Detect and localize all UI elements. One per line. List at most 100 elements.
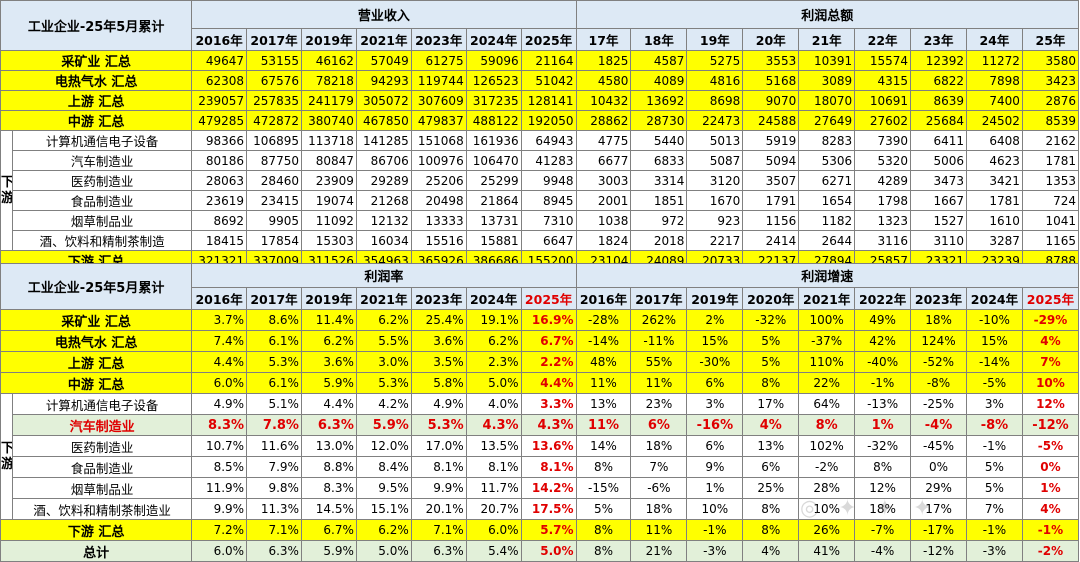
data-cell: 5.3% [410, 414, 467, 436]
data-cell: 9070 [742, 90, 800, 111]
data-cell: 1667 [910, 190, 967, 211]
data-cell: 12.0% [355, 435, 412, 457]
data-cell: 4816 [686, 70, 744, 91]
data-cell: 0% [910, 456, 967, 478]
data-cell: 26% [798, 519, 856, 541]
table-row: 食品制造业 8.5% 7.9% 8.8% 8.4% 8.1% 8.1% 8.1% 8% 7% 9% 6… [1, 456, 1080, 478]
row-label: 上游 汇总 [0, 351, 193, 373]
data-cell: 3% [965, 393, 1023, 415]
data-cell: 6.3% [246, 540, 302, 562]
data-cell: 113718 [300, 130, 357, 151]
data-cell: 23909 [300, 170, 357, 191]
data-cell: 8.1% [410, 456, 467, 478]
data-cell: 8% [742, 498, 800, 520]
data-cell: 11% [575, 372, 632, 394]
data-cell: 46162 [300, 50, 357, 71]
data-cell: 6.3% [410, 540, 467, 562]
data-cell: 1781 [965, 190, 1023, 211]
data-cell: 18% [630, 435, 688, 457]
data-cell: 2% [686, 309, 744, 331]
data-cell: 4289 [854, 170, 912, 191]
data-cell: 3.6% [300, 351, 357, 373]
data-cell: 488122 [465, 110, 522, 131]
data-cell: 17.5% [520, 498, 577, 520]
data-cell: 7.1% [246, 519, 302, 541]
data-cell: 12132 [355, 210, 412, 231]
data-cell: 9.8% [246, 477, 302, 499]
data-cell: 5.0% [520, 540, 577, 562]
row-label: 烟草制品业 [12, 210, 193, 231]
data-cell: 13% [575, 393, 632, 415]
data-cell: 23415 [246, 190, 302, 211]
row-label: 上游 汇总 [0, 90, 193, 111]
data-cell: 3116 [854, 230, 912, 251]
data-cell: 8698 [686, 90, 744, 111]
year-header: 2019年 [686, 287, 744, 310]
data-cell: 110% [798, 351, 856, 373]
year-header: 23年 [910, 28, 967, 51]
data-cell: 8639 [910, 90, 967, 111]
data-cell: 24588 [742, 110, 800, 131]
data-cell: 5.9% [300, 540, 357, 562]
data-cell: 4623 [965, 150, 1023, 171]
data-cell: 1798 [854, 190, 912, 211]
data-cell: 62308 [191, 70, 248, 91]
data-cell: 8539 [1021, 110, 1080, 131]
data-cell: 6677 [575, 150, 632, 171]
data-cell: 13.0% [300, 435, 357, 457]
data-cell: 5.1% [246, 393, 302, 415]
data-cell: -30% [686, 351, 744, 373]
data-cell: 3.3% [520, 393, 577, 415]
data-cell: 1851 [630, 190, 688, 211]
data-cell: 4.9% [410, 393, 467, 415]
table-row: 中游 汇总 6.0% 6.1% 5.9% 5.3% 5.8% 5.0% 4.4% 11% 11% 6… [0, 372, 1080, 394]
data-cell: 2018 [630, 230, 688, 251]
revenue-profit-table: 工业企业-25年5月累计 营业收入 利润总额 2016年 2017年 2019年 2021年… [0, 0, 1080, 291]
row-label: 下游 汇总 [0, 519, 193, 541]
data-cell: 8.8% [300, 456, 357, 478]
data-cell: 9.5% [355, 477, 412, 499]
data-cell: 19074 [300, 190, 357, 211]
data-cell: 2414 [742, 230, 800, 251]
data-cell: 80186 [191, 150, 248, 171]
year-header: 2019年 [300, 28, 357, 51]
watermark: ◎ ✦ ✦ ✦ [800, 496, 938, 521]
data-cell: 5006 [910, 150, 967, 171]
data-cell: 241179 [300, 90, 357, 111]
data-cell: 7400 [965, 90, 1023, 111]
data-cell: 3.0% [355, 351, 412, 373]
row-label: 电热气水 汇总 [0, 70, 193, 91]
year-header: 20年 [742, 28, 800, 51]
year-header: 2024年 [465, 28, 522, 51]
data-cell: 25299 [465, 170, 522, 191]
year-header: 2023年 [410, 287, 467, 310]
data-cell: 20498 [410, 190, 467, 211]
table-row: 上游 汇总 239057 257835 241179 305072 307609 31723… [0, 90, 1080, 111]
data-cell: 11272 [965, 50, 1023, 71]
data-cell: 3507 [742, 170, 800, 191]
year-header: 2025年 [1021, 287, 1080, 310]
row-label: 烟草制品业 [12, 477, 193, 499]
table-row: 医药制造业 10.7% 11.6% 13.0% 12.0% 17.0% 13.5% 13.6%… [1, 435, 1080, 457]
data-cell: 3421 [965, 170, 1023, 191]
data-cell: 24502 [965, 110, 1023, 131]
data-cell: 3120 [686, 170, 744, 191]
data-cell: 17% [910, 498, 967, 520]
table-row: 汽车制造业 8.3% 7.8% 6.3% 5.9% 5.3% 4.3% 4.3% 11% 6% -1… [1, 414, 1080, 436]
data-cell: 13% [742, 435, 800, 457]
data-cell: 48% [575, 351, 632, 373]
data-cell: 972 [630, 210, 688, 231]
data-cell: -17% [910, 519, 967, 541]
year-header: 2023年 [910, 287, 967, 310]
data-cell: 7.4% [191, 330, 248, 352]
data-cell: -14% [965, 351, 1023, 373]
data-cell: 15516 [410, 230, 467, 251]
data-cell: 5.0% [465, 372, 522, 394]
data-cell: 4.4% [191, 351, 248, 373]
section-title: 营业收入 [191, 0, 577, 29]
data-cell: 5% [742, 330, 800, 352]
row-label: 计算机通信电子设备 [12, 393, 193, 415]
data-cell: 8.4% [355, 456, 412, 478]
data-cell: 923 [686, 210, 744, 231]
table-row: 总计 6.0% 6.3% 5.9% 5.0% 6.3% 5.4% 5.0% 8% 21% -3% 4%… [0, 540, 1080, 562]
